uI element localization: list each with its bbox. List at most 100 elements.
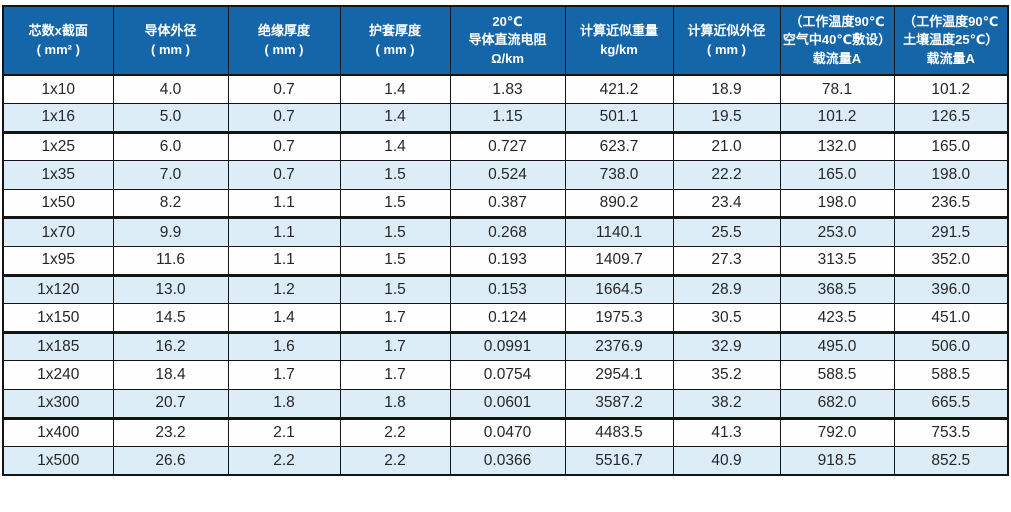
table-cell: 852.5 xyxy=(893,446,1009,476)
table-cell: 30.5 xyxy=(672,303,781,334)
table-cell: 0.7 xyxy=(227,131,341,162)
table-cell: 236.5 xyxy=(893,188,1009,220)
table-row: 1x240 18.4 1.7 1.7 0.0754 2954.1 35.2 588.5 588.… xyxy=(2,360,1009,391)
column-header-line: ( mm ) xyxy=(707,41,746,57)
table-cell: 165.0 xyxy=(893,131,1009,162)
table-cell: 6.0 xyxy=(112,131,229,162)
table-cell: 1.1 xyxy=(227,217,341,248)
column-header-line: Ω/km xyxy=(491,50,524,66)
table-row: 1x16 5.0 0.7 1.4 1.15 501.1 19.5 101.2 126.5 xyxy=(2,103,1009,134)
table-cell: 5516.7 xyxy=(564,446,674,476)
table-cell: 1.8 xyxy=(339,389,451,420)
cable-spec-table: 芯数x截面 ( mm² ) 导体外径 ( mm ) 绝缘厚度 ( mm ) 护套厚度 ( mm… xyxy=(2,5,1009,477)
table-cell: 20.7 xyxy=(112,389,229,420)
table-body: 1x10 4.0 0.7 1.4 1.83 421.2 18.9 78.1 101.2 1x16 5… xyxy=(2,74,1009,476)
table-cell: 16.2 xyxy=(112,331,229,362)
table-cell: 451.0 xyxy=(893,303,1009,334)
table-row: 1x300 20.7 1.8 1.8 0.0601 3587.2 38.2 682.0 665.… xyxy=(2,389,1009,420)
column-header-line: 计算近似外径 xyxy=(687,23,766,39)
table-cell: 423.5 xyxy=(779,303,895,334)
table-cell: 1.5 xyxy=(339,246,451,277)
table-row: 1x150 14.5 1.4 1.7 0.124 1975.3 30.5 423.5 451.0 xyxy=(2,303,1009,334)
table-cell: 1.5 xyxy=(339,217,451,248)
column-header-line: ( mm² ) xyxy=(36,41,80,57)
table-cell: 101.2 xyxy=(893,74,1009,105)
table-cell: 4483.5 xyxy=(564,417,674,448)
table-cell: 2.2 xyxy=(227,446,341,476)
column-header-approx-weight: 计算近似重量 kg/km xyxy=(564,5,674,76)
table-cell: 506.0 xyxy=(893,331,1009,362)
table-row: 1x25 6.0 0.7 1.4 0.727 623.7 21.0 132.0 165.0 xyxy=(2,131,1009,162)
table-cell: 35.2 xyxy=(672,360,781,391)
table-cell: 2.2 xyxy=(339,417,451,448)
table-cell: 165.0 xyxy=(779,160,895,190)
table-row: 1x500 26.6 2.2 2.2 0.0366 5516.7 40.9 918.5 852.… xyxy=(2,446,1009,476)
table-cell: 1x10 xyxy=(2,74,114,105)
column-header-line: ( mm ) xyxy=(151,41,190,57)
table-cell: 1x400 xyxy=(2,417,114,448)
table-cell: 1.5 xyxy=(339,188,451,220)
column-header-line: 绝缘厚度 xyxy=(257,23,310,39)
column-header-line: 载流量A xyxy=(812,50,862,66)
table-cell: 1x70 xyxy=(2,217,114,248)
table-cell: 18.9 xyxy=(672,74,781,105)
table-cell: 1409.7 xyxy=(564,246,674,277)
table-cell: 25.5 xyxy=(672,217,781,248)
table-cell: 0.524 xyxy=(449,160,566,190)
table-cell: 0.727 xyxy=(449,131,566,162)
table-cell: 11.6 xyxy=(112,246,229,277)
table-cell: 5.0 xyxy=(112,103,229,134)
table-cell: 2.1 xyxy=(227,417,341,448)
table-cell: 0.7 xyxy=(227,103,341,134)
table-row: 1x35 7.0 0.7 1.5 0.524 738.0 22.2 165.0 198.0 xyxy=(2,160,1009,190)
table-cell: 291.5 xyxy=(893,217,1009,248)
table-cell: 3587.2 xyxy=(564,389,674,420)
table-cell: 0.0991 xyxy=(449,331,566,362)
table-cell: 1x25 xyxy=(2,131,114,162)
table-row: 1x95 11.6 1.1 1.5 0.193 1409.7 27.3 313.5 352.0 xyxy=(2,246,1009,277)
table-cell: 26.6 xyxy=(112,446,229,476)
table-cell: 313.5 xyxy=(779,246,895,277)
table-cell: 0.268 xyxy=(449,217,566,248)
column-header-sheath-thickness: 护套厚度 ( mm ) xyxy=(339,5,451,76)
table-cell: 396.0 xyxy=(893,274,1009,305)
table-cell: 501.1 xyxy=(564,103,674,134)
table-cell: 1.5 xyxy=(339,160,451,190)
column-header-conductor-od: 导体外径 ( mm ) xyxy=(112,5,229,76)
table-cell: 1x240 xyxy=(2,360,114,391)
table-cell: 368.5 xyxy=(779,274,895,305)
table-cell: 1.2 xyxy=(227,274,341,305)
table-cell: 2376.9 xyxy=(564,331,674,362)
column-header-line: kg/km xyxy=(600,41,638,57)
table-cell: 0.0601 xyxy=(449,389,566,420)
table-cell: 1140.1 xyxy=(564,217,674,248)
table-cell: 1.7 xyxy=(339,360,451,391)
table-header: 芯数x截面 ( mm² ) 导体外径 ( mm ) 绝缘厚度 ( mm ) 护套厚度 ( mm… xyxy=(2,5,1009,76)
table-cell: 78.1 xyxy=(779,74,895,105)
column-header-approx-od: 计算近似外径 ( mm ) xyxy=(672,5,781,76)
table-cell: 38.2 xyxy=(672,389,781,420)
table-cell: 1x50 xyxy=(2,188,114,220)
table-cell: 588.5 xyxy=(779,360,895,391)
column-header-dc-resistance: 20℃ 导体直流电阻 Ω/km xyxy=(449,5,566,76)
table-cell: 495.0 xyxy=(779,331,895,362)
table-cell: 23.2 xyxy=(112,417,229,448)
table-cell: 1.4 xyxy=(227,303,341,334)
table-cell: 0.124 xyxy=(449,303,566,334)
table-cell: 0.7 xyxy=(227,74,341,105)
table-cell: 0.387 xyxy=(449,188,566,220)
table-cell: 22.2 xyxy=(672,160,781,190)
table-cell: 1.4 xyxy=(339,103,451,134)
table-cell: 23.4 xyxy=(672,188,781,220)
table-cell: 13.0 xyxy=(112,274,229,305)
table-cell: 1x35 xyxy=(2,160,114,190)
table-row: 1x70 9.9 1.1 1.5 0.268 1140.1 25.5 253.0 291.5 xyxy=(2,217,1009,248)
table-cell: 665.5 xyxy=(893,389,1009,420)
header-row: 芯数x截面 ( mm² ) 导体外径 ( mm ) 绝缘厚度 ( mm ) 护套厚度 ( mm… xyxy=(2,5,1009,76)
table-cell: 1.4 xyxy=(339,131,451,162)
table-cell: 41.3 xyxy=(672,417,781,448)
table-cell: 792.0 xyxy=(779,417,895,448)
table-cell: 28.9 xyxy=(672,274,781,305)
column-header-ampacity-soil: （工作温度90℃ 土壤温度25℃） 载流量A xyxy=(893,5,1009,76)
